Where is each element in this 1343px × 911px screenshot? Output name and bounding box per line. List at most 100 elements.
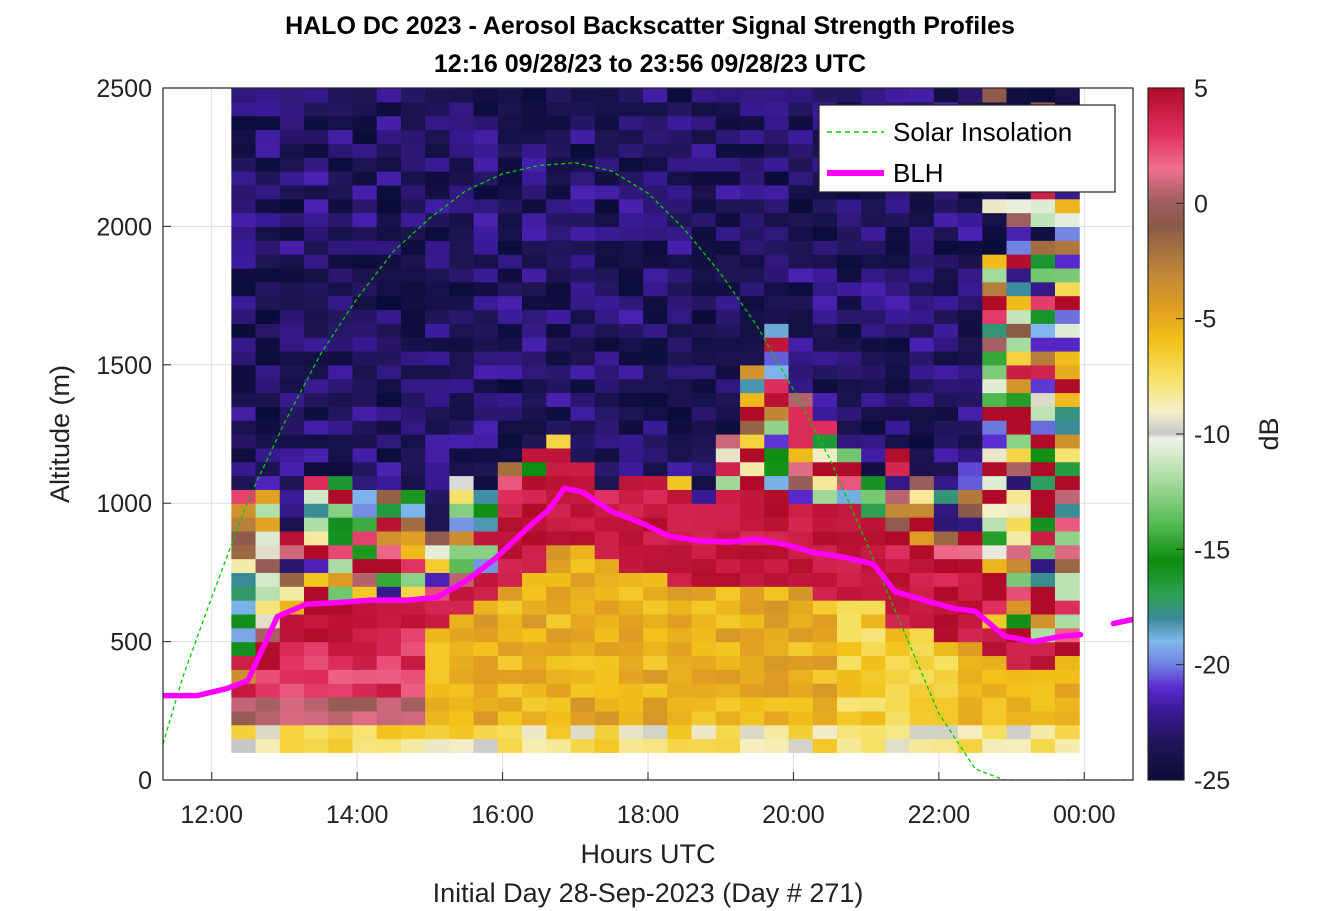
heatmap-cell [570,129,596,144]
heatmap-cell [425,101,450,117]
heatmap-cell [425,489,450,504]
heatmap-cell [594,129,620,144]
heatmap-cell [667,724,693,740]
heatmap-cell [328,613,354,629]
heatmap-cell [522,724,547,740]
heatmap-cell [400,143,426,158]
heatmap-cell [231,447,257,463]
heatmap-cell [497,655,523,670]
heatmap-cell [958,212,983,227]
heatmap-cell [594,309,620,324]
heatmap-cell [1054,503,1080,518]
heatmap-cell [1030,489,1056,504]
heatmap-cell [764,323,790,338]
heatmap-cell [473,627,499,643]
heatmap-cell [1006,254,1032,269]
heatmap-cell [643,627,668,643]
heatmap-cell [1054,475,1080,490]
heatmap-cell [933,530,959,546]
heatmap-cell [279,572,305,587]
heatmap-cell [352,530,378,546]
heatmap-cell [473,171,499,186]
heatmap-cell [982,738,1008,753]
heatmap-cell [352,212,378,227]
heatmap-cell [352,696,378,712]
heatmap-cell [473,267,499,283]
heatmap-cell [546,558,572,573]
heatmap-cell [1006,586,1032,601]
heatmap-cell [618,447,644,463]
heatmap-cell [570,309,596,324]
heatmap-cell [909,489,935,504]
heatmap-cell [522,586,547,601]
heatmap-cell [667,558,693,573]
heatmap-cell [691,613,717,629]
heatmap-cell [861,350,886,366]
heatmap-cell [473,710,499,726]
heatmap-cell [933,710,959,726]
heatmap-cell [400,627,426,643]
heatmap-cell [836,627,862,643]
heatmap-cell [473,254,499,269]
heatmap-cell [812,323,838,338]
heatmap-cell [352,420,378,435]
heatmap-cell [255,350,281,366]
heatmap-cell [231,323,257,338]
heatmap-cell [788,254,814,269]
heatmap-cell [425,254,450,269]
x-tick-label-6: 00:00 [1053,801,1116,829]
heatmap-cell [861,517,886,532]
heatmap-cell [667,254,693,269]
heatmap-cell [231,641,257,657]
heatmap-cell [1054,710,1080,726]
heatmap-cell [522,115,547,131]
heatmap-cell [376,738,402,753]
heatmap-cell [376,420,402,435]
heatmap-cell [643,641,668,657]
heatmap-cell [1054,337,1080,352]
heatmap-cell [255,184,281,200]
heatmap-cell [473,115,499,131]
heatmap-cell [667,461,693,477]
heatmap-cell [570,517,596,532]
heatmap-cell [1054,434,1080,449]
heatmap-cell [667,655,693,670]
heatmap-cell [958,724,983,740]
heatmap-cell [279,586,305,601]
series-line-1 [163,485,1084,699]
heatmap-cell [836,683,862,698]
heatmap-cell [643,572,668,587]
heatmap-cell [279,226,305,241]
heatmap-cell [909,710,935,726]
heatmap-cell [304,198,329,214]
heatmap-cell [788,586,814,601]
heatmap-cell [933,558,959,573]
heatmap-cell [958,309,983,324]
heatmap-cell [546,226,572,241]
heatmap-cell [740,517,765,532]
heatmap-cell [715,309,741,324]
heatmap-cell [643,350,668,366]
heatmap-cell [473,309,499,324]
heatmap-cell [982,600,1008,615]
heatmap-cell [594,572,620,587]
heatmap-cell [667,710,693,726]
heatmap-cell [376,530,402,546]
heatmap-cell [836,254,862,269]
heatmap-cell [764,309,790,324]
heatmap-cell [376,240,402,255]
heatmap-cell [449,738,475,753]
heatmap-cell [594,378,620,394]
heatmap-cell [231,295,257,311]
heatmap-cell [667,171,693,186]
heatmap-cell [691,710,717,726]
heatmap-cell [933,696,959,712]
heatmap-cell [376,406,402,421]
heatmap-cell [546,281,572,297]
heatmap-cell [449,240,475,255]
heatmap-cell [425,420,450,435]
heatmap-cell [836,489,862,504]
heatmap-cell [255,198,281,214]
heatmap-cell [279,434,305,449]
heatmap-cell [715,572,741,587]
